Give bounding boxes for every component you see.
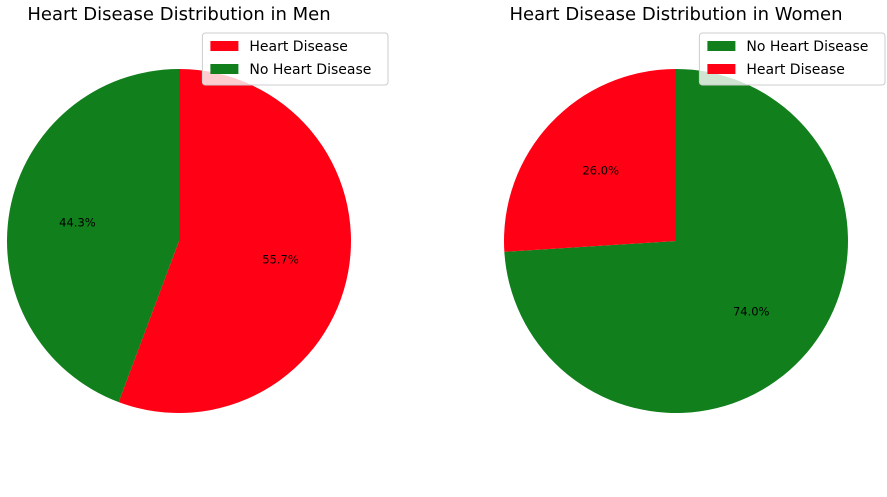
chart-title-men: Heart Disease Distribution in Men bbox=[27, 4, 330, 25]
legend-swatch-men-no-heart-disease bbox=[210, 64, 239, 74]
pie-slice-women-heart-disease bbox=[504, 69, 676, 252]
legend-label-women-heart-disease: Heart Disease bbox=[746, 62, 844, 78]
legend-label-men-heart-disease: Heart Disease bbox=[249, 39, 347, 55]
slice-label-men-heart-disease: 55.7% bbox=[262, 252, 299, 266]
pie-labels-men: 55.7% 44.3% bbox=[59, 216, 299, 267]
pie-chart-men: Heart Disease Distribution in Men 55.7% 4… bbox=[7, 4, 389, 413]
pie-slices-men bbox=[7, 69, 351, 413]
pie-labels-women: 74.0% 26.0% bbox=[582, 163, 769, 318]
pie-slice-men-heart-disease bbox=[118, 69, 351, 413]
legend-men: Heart Disease No Heart Disease bbox=[201, 32, 389, 86]
legend-swatch-women-heart-disease bbox=[707, 64, 736, 74]
chart-title-women: Heart Disease Distribution in Women bbox=[510, 4, 843, 25]
slice-label-men-no-heart-disease: 44.3% bbox=[59, 216, 96, 230]
legend-label-men-no-heart-disease: No Heart Disease bbox=[249, 62, 371, 78]
legend-frame-men bbox=[201, 32, 389, 86]
legend-swatch-women-no-heart-disease bbox=[707, 41, 736, 51]
slice-label-women-heart-disease: 26.0% bbox=[582, 163, 619, 177]
legend-label-women-no-heart-disease: No Heart Disease bbox=[746, 39, 868, 55]
legend-women: No Heart Disease Heart Disease bbox=[698, 32, 886, 86]
pie-slice-women-no-heart-disease bbox=[504, 69, 849, 413]
pie-slice-men-no-heart-disease bbox=[7, 69, 180, 403]
pie-slices-women bbox=[504, 69, 849, 413]
pie-chart-women: Heart Disease Distribution in Women 74.0… bbox=[504, 4, 886, 413]
slice-label-women-no-heart-disease: 74.0% bbox=[733, 305, 770, 319]
legend-swatch-men-heart-disease bbox=[210, 41, 239, 51]
legend-frame-women bbox=[698, 32, 886, 86]
